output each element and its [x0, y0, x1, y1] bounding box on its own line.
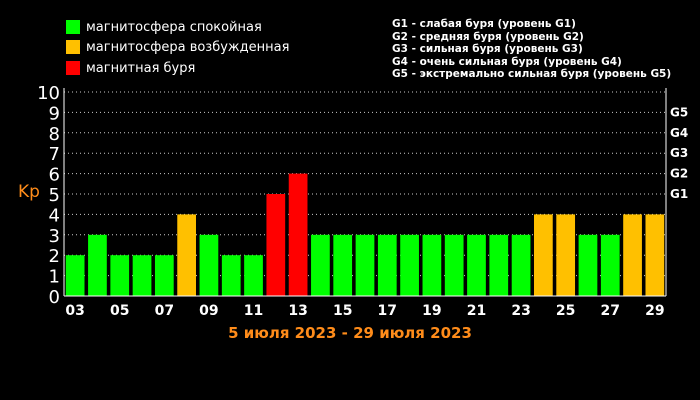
x-tick-label-25: 25 — [556, 303, 575, 319]
bar-25 — [556, 214, 576, 296]
bar-23 — [511, 234, 531, 296]
bar-26 — [578, 234, 598, 296]
bar-22 — [489, 234, 509, 296]
bar-28 — [623, 214, 642, 296]
bar-03 — [65, 255, 85, 296]
y-tick-label-10: 10 — [37, 83, 60, 104]
y-tick-label-2: 2 — [49, 246, 60, 267]
y-axis-label: Kp — [18, 182, 40, 202]
y-tick-label-7: 7 — [49, 144, 60, 165]
x-tick-label-13: 13 — [288, 303, 307, 319]
bar-14 — [311, 234, 330, 296]
bar-12 — [266, 194, 286, 296]
right-tick-label-g3: G3 — [670, 146, 688, 160]
storm-level-g5-note: G5 - экстремально сильная буря (уровень … — [392, 68, 672, 80]
x-tick-label-19: 19 — [422, 303, 441, 319]
x-tick-label-27: 27 — [601, 303, 620, 319]
legend-label-active: магнитосфера возбужденная — [86, 39, 290, 55]
x-tick-label-09: 09 — [199, 303, 218, 319]
legend-swatch-storm — [66, 61, 80, 75]
bar-11 — [244, 255, 263, 296]
y-tick-label-6: 6 — [49, 165, 60, 186]
x-tick-label-11: 11 — [244, 303, 263, 319]
right-tick-label-g4: G4 — [670, 126, 688, 140]
bar-27 — [600, 234, 620, 296]
y-tick-label-0: 0 — [49, 287, 60, 308]
bar-18 — [400, 234, 419, 296]
bar-19 — [422, 234, 442, 296]
legend-swatch-active — [66, 40, 80, 54]
bar-16 — [355, 234, 375, 296]
y-tick-label-5: 5 — [49, 185, 60, 206]
bar-09 — [199, 234, 219, 296]
bar-13 — [288, 173, 308, 296]
right-tick-label-g2: G2 — [670, 167, 688, 181]
x-tick-label-15: 15 — [333, 303, 352, 319]
legend-label-storm: магнитная буря — [86, 60, 196, 76]
x-tick-label-07: 07 — [155, 303, 174, 319]
x-tick-label-17: 17 — [378, 303, 397, 319]
storm-level-g3-note: G3 - сильная буря (уровень G3) — [392, 43, 583, 55]
x-tick-label-03: 03 — [65, 303, 84, 319]
y-tick-label-1: 1 — [49, 267, 60, 288]
bar-21 — [467, 234, 486, 296]
legend-label-quiet: магнитосфера спокойная — [86, 19, 262, 35]
x-tick-label-05: 05 — [110, 303, 129, 319]
x-tick-label-21: 21 — [467, 303, 486, 319]
y-tick-label-4: 4 — [49, 205, 60, 226]
storm-level-g1-note: G1 - слабая буря (уровень G1) — [392, 18, 576, 30]
bar-15 — [333, 234, 353, 296]
bar-10 — [221, 255, 241, 296]
bar-07 — [154, 255, 174, 296]
bar-06 — [132, 255, 152, 296]
legend-swatch-quiet — [66, 20, 80, 34]
bar-24 — [534, 214, 553, 296]
bar-29 — [645, 214, 665, 296]
legend-item-quiet: магнитосфера спокойная — [66, 19, 262, 35]
bar-05 — [110, 255, 130, 296]
right-tick-label-g1: G1 — [670, 187, 688, 201]
right-tick-label-g5: G5 — [670, 105, 688, 119]
storm-levels-note: G1 - слабая буря (уровень G1) G2 - средн… — [392, 18, 671, 81]
storm-level-g2-note: G2 - средняя буря (уровень G2) — [392, 30, 584, 43]
legend-item-active: магнитосфера возбужденная — [66, 39, 289, 55]
y-tick-label-9: 9 — [49, 103, 60, 124]
x-tick-label-23: 23 — [511, 303, 530, 319]
storm-level-g4-note: G4 - очень сильная буря (уровень G4) — [392, 55, 622, 68]
date-range-caption: 5 июля 2023 - 29 июля 2023 — [228, 324, 472, 342]
bar-04 — [88, 234, 107, 296]
y-tick-label-3: 3 — [49, 226, 60, 247]
bar-20 — [444, 234, 464, 296]
legend-item-storm: магнитная буря — [66, 60, 195, 76]
y-tick-label-8: 8 — [49, 124, 60, 145]
bar-17 — [377, 234, 397, 296]
bar-08 — [177, 214, 196, 296]
x-tick-label-29: 29 — [645, 303, 664, 319]
